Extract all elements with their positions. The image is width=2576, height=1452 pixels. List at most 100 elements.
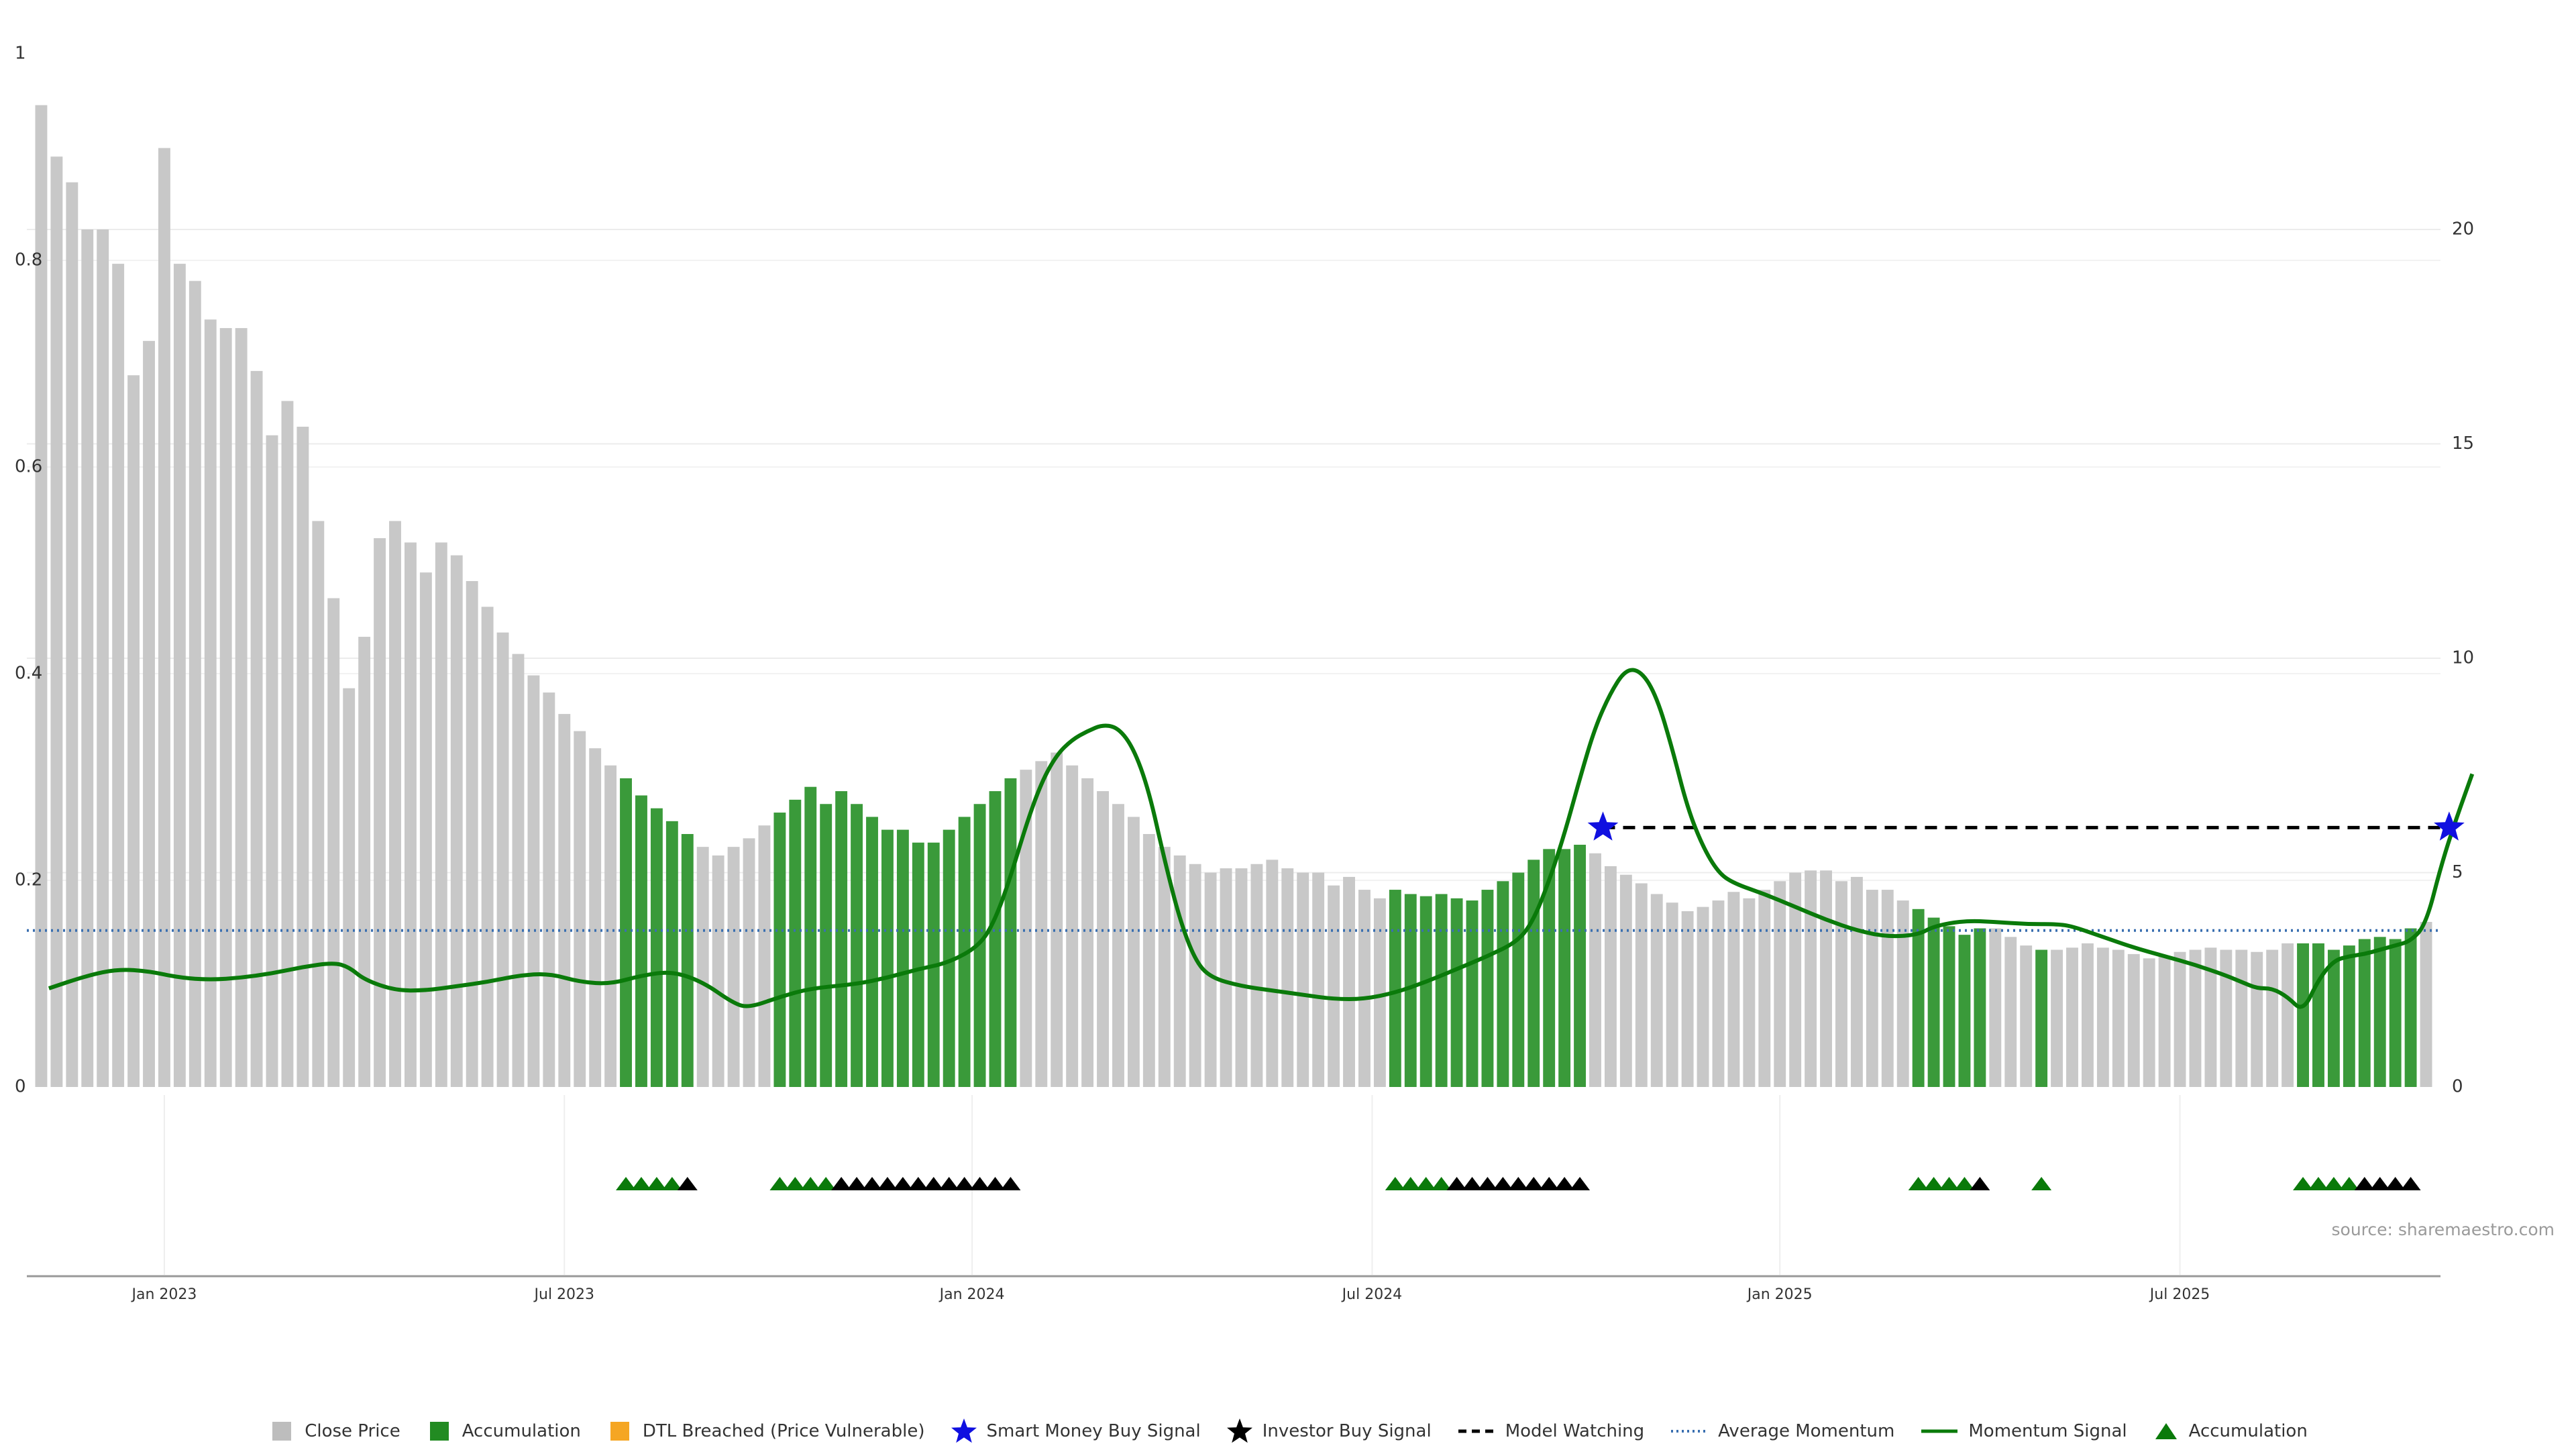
legend-item: DTL Breached (Price Vulnerable) xyxy=(606,1418,925,1445)
legend-swatch-shape xyxy=(2155,1423,2177,1439)
accumulation-bar xyxy=(1389,890,1401,1087)
close-price-bar xyxy=(435,542,447,1087)
close-price-bar xyxy=(1035,761,1048,1087)
legend-label: Accumulation xyxy=(2188,1421,2308,1441)
accumulation-bar xyxy=(989,791,1002,1087)
close-price-bar xyxy=(404,542,417,1087)
accumulation-bar xyxy=(2035,949,2048,1087)
accumulation-marker xyxy=(2293,1177,2314,1190)
accumulation-marker xyxy=(646,1177,667,1190)
legend-swatch-dash xyxy=(1458,1429,1495,1433)
legend-item: Average Momentum xyxy=(1670,1418,1894,1445)
close-price-bar xyxy=(1020,770,1032,1087)
close-price-bar xyxy=(2282,943,2294,1087)
close-price-bar xyxy=(527,675,540,1087)
legend-label: Model Watching xyxy=(1505,1421,1645,1441)
close-price-bar xyxy=(574,731,586,1087)
investor-marker xyxy=(862,1177,883,1190)
close-price-bar xyxy=(712,855,724,1087)
legend-label: Momentum Signal xyxy=(1968,1421,2127,1441)
accumulation-bar xyxy=(896,829,909,1087)
close-price-bar xyxy=(2081,943,2094,1087)
close-price-bar xyxy=(297,426,309,1087)
x-axis-tick-label: Jul 2024 xyxy=(1341,1286,1403,1303)
close-price-bar xyxy=(1896,900,1909,1087)
left-axis-tick-label: 0.4 xyxy=(15,664,42,684)
close-price-bar xyxy=(2251,951,2263,1087)
accumulation-bar xyxy=(1450,898,1463,1087)
close-price-bar xyxy=(1373,898,1386,1087)
close-price-bar xyxy=(1712,900,1725,1087)
close-price-bar xyxy=(589,748,602,1087)
close-price-bar xyxy=(1189,864,1201,1087)
legend-item: Investor Buy Signal xyxy=(1226,1418,1432,1445)
accumulation-marker xyxy=(800,1177,821,1190)
accumulation-bar xyxy=(866,817,878,1087)
close-price-bar xyxy=(1850,876,1863,1087)
accumulation-marker xyxy=(616,1177,637,1190)
close-price-bar xyxy=(1235,868,1248,1087)
close-price-bar xyxy=(496,632,509,1087)
right-axis-tick-label: 10 xyxy=(2452,647,2474,668)
close-price-bar xyxy=(419,572,432,1087)
close-price-bar xyxy=(1220,868,1232,1087)
accumulation-bar xyxy=(1435,894,1448,1087)
close-price-bar xyxy=(1266,860,1279,1087)
investor-marker xyxy=(1462,1177,1483,1190)
legend-label: DTL Breached (Price Vulnerable) xyxy=(642,1421,925,1441)
legend-swatch-shape xyxy=(429,1422,449,1441)
accumulation-bar xyxy=(2358,939,2371,1087)
close-price-bar xyxy=(1805,870,1817,1087)
close-price-bar xyxy=(50,156,63,1088)
investor-marker xyxy=(2385,1177,2406,1190)
accumulation-bar xyxy=(635,795,647,1087)
close-price-bar xyxy=(143,341,155,1087)
close-price-bar xyxy=(1051,752,1063,1087)
close-price-bar xyxy=(481,607,494,1087)
investor-marker xyxy=(1539,1177,1560,1190)
close-price-bar xyxy=(173,264,186,1087)
close-price-bar xyxy=(2158,956,2171,1087)
accumulation-bar xyxy=(1497,881,1509,1087)
accumulation-bar xyxy=(2373,937,2386,1087)
accumulation-bar xyxy=(851,804,863,1087)
close-price-bar xyxy=(604,765,617,1087)
close-price-bar xyxy=(1604,866,1617,1087)
accumulation-marker xyxy=(2339,1177,2359,1190)
close-price-bar xyxy=(219,327,232,1087)
close-price-bar xyxy=(1866,890,1878,1087)
close-price-bar xyxy=(1158,847,1171,1087)
accumulation-bar xyxy=(620,778,632,1087)
accumulation-bar xyxy=(1927,917,1940,1087)
accumulation-marker xyxy=(1431,1177,1452,1190)
accumulation-bar xyxy=(681,833,694,1087)
legend-item: Accumulation xyxy=(426,1418,581,1445)
investor-marker xyxy=(1554,1177,1575,1190)
close-price-bar xyxy=(1127,817,1140,1087)
close-price-bar xyxy=(343,688,356,1087)
close-price-bar xyxy=(281,401,294,1087)
accumulation-marker xyxy=(1954,1177,1975,1190)
accumulation-bar xyxy=(1512,872,1525,1087)
investor-marker xyxy=(1000,1177,1021,1190)
investor-marker xyxy=(1477,1177,1498,1190)
investor-marker xyxy=(2354,1177,2375,1190)
close-price-bar xyxy=(450,555,463,1087)
right-axis-tick-label: 5 xyxy=(2452,862,2463,882)
close-price-bar xyxy=(2096,947,2109,1087)
close-price-bar xyxy=(1358,890,1371,1087)
accumulation-bar xyxy=(665,821,678,1087)
close-price-bar xyxy=(1343,876,1355,1087)
left-axis-tick-label: 1 xyxy=(15,44,26,64)
accumulation-marker xyxy=(785,1177,806,1190)
accumulation-bar xyxy=(1558,849,1571,1087)
accumulation-bar xyxy=(2297,943,2309,1087)
close-price-bar xyxy=(1250,864,1263,1087)
close-price-bar xyxy=(374,538,386,1087)
investor-marker xyxy=(677,1177,698,1190)
source-note: source: sharemaestro.com xyxy=(2331,1220,2555,1239)
close-price-bar xyxy=(189,280,201,1087)
close-price-bar xyxy=(235,327,248,1087)
investor-marker xyxy=(1970,1177,1990,1190)
investor-marker xyxy=(877,1177,898,1190)
